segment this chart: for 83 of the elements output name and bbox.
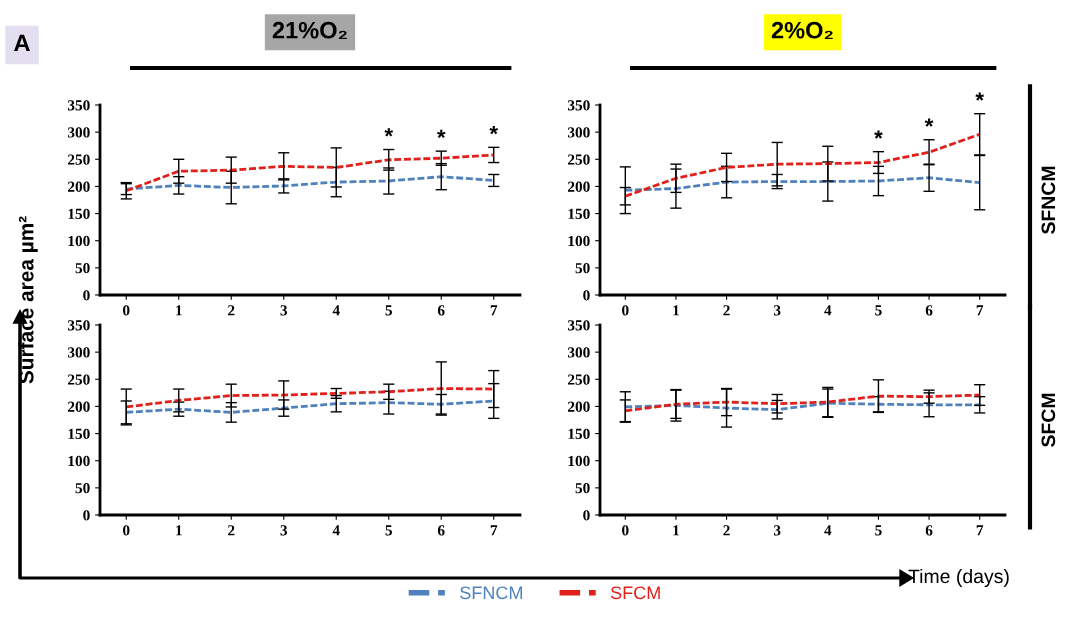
y-tick-label: 100 bbox=[68, 235, 90, 247]
y-tick-label: 300 bbox=[67, 347, 90, 358]
chart-title: 2%O₂ bbox=[771, 21, 833, 40]
x-tick-label: 1 bbox=[673, 305, 679, 316]
y-tick-label: 300 bbox=[567, 347, 590, 358]
x-tick-label: 3 bbox=[773, 305, 781, 316]
x-tick-label: 2 bbox=[723, 305, 730, 316]
line-series bbox=[623, 401, 982, 412]
y-tick-label: 50 bbox=[575, 483, 590, 494]
x-tick-label: 7 bbox=[490, 305, 498, 316]
legend-label: SFCM bbox=[610, 586, 660, 600]
annotation: * bbox=[489, 126, 499, 135]
x-tick-label: 6 bbox=[437, 305, 445, 316]
x-tick-label: 6 bbox=[437, 525, 445, 536]
y-tick-label: 350 bbox=[567, 100, 590, 111]
annotation: * bbox=[975, 92, 984, 101]
line-series bbox=[623, 132, 982, 198]
annotation: * bbox=[436, 129, 446, 139]
y-tick-label: 350 bbox=[67, 100, 90, 111]
y-tick-label: 250 bbox=[568, 374, 590, 385]
x-tick-label: 2 bbox=[228, 525, 235, 536]
x-tick-label: 2 bbox=[723, 525, 730, 536]
x-tick-label: 5 bbox=[385, 305, 393, 316]
y-tick-label: 250 bbox=[68, 374, 90, 385]
x-tick-label: 1 bbox=[673, 525, 679, 536]
annotation: * bbox=[874, 130, 883, 139]
y-tick-label: 50 bbox=[575, 263, 590, 274]
x-tick-label: 3 bbox=[773, 525, 781, 536]
x-tick-label: 4 bbox=[824, 305, 832, 316]
y-tick-label: 350 bbox=[567, 320, 590, 331]
y-tick-label: 200 bbox=[568, 401, 590, 412]
y-tick-label: 50 bbox=[75, 483, 90, 494]
annotation: * bbox=[924, 118, 934, 127]
y-tick-label: 150 bbox=[568, 208, 590, 220]
y-tick-label: 200 bbox=[68, 181, 90, 192]
x-tick-label: 3 bbox=[280, 525, 288, 536]
y-tick-label: 0 bbox=[83, 290, 90, 301]
y-tick-label: 150 bbox=[568, 428, 590, 440]
x-tick-label: 1 bbox=[176, 525, 182, 536]
x-tick-label: 0 bbox=[622, 305, 629, 316]
x-tick-label: 2 bbox=[228, 305, 235, 316]
y-tick-label: 0 bbox=[83, 510, 90, 521]
y-tick-label: 200 bbox=[68, 401, 90, 412]
y-tick-label: 0 bbox=[583, 290, 590, 301]
x-axis-title: Time (days) bbox=[908, 568, 1009, 588]
x-tick-label: 5 bbox=[385, 525, 393, 536]
x-tick-label: 6 bbox=[925, 525, 933, 536]
y-tick-label: 50 bbox=[75, 263, 90, 274]
line-series bbox=[124, 153, 496, 193]
y-tick-label: 0 bbox=[583, 510, 590, 521]
text: A bbox=[14, 34, 30, 52]
y-tick-label: 150 bbox=[68, 208, 90, 220]
x-tick-label: 0 bbox=[622, 525, 629, 536]
x-tick-label: 4 bbox=[824, 525, 832, 536]
x-tick-label: 4 bbox=[332, 525, 340, 536]
x-tick-label: 4 bbox=[332, 305, 340, 316]
y-tick-label: 300 bbox=[567, 127, 590, 138]
x-tick-label: 0 bbox=[123, 525, 130, 536]
x-tick-label: 5 bbox=[875, 305, 882, 316]
y-tick-label: 100 bbox=[68, 455, 90, 467]
x-tick-label: 7 bbox=[976, 525, 984, 536]
x-tick-label: 5 bbox=[875, 525, 882, 536]
y-tick-label: 300 bbox=[67, 127, 90, 138]
x-tick-label: 7 bbox=[490, 525, 498, 536]
x-tick-label: 1 bbox=[176, 305, 182, 316]
line-series bbox=[623, 176, 982, 192]
chart-title: 21%O₂ bbox=[272, 21, 347, 40]
text: SFNCM bbox=[1041, 166, 1056, 235]
line-series bbox=[623, 393, 982, 413]
annotation: * bbox=[384, 128, 394, 137]
y-tick-label: 200 bbox=[568, 181, 590, 192]
y-tick-label: 350 bbox=[67, 320, 90, 331]
legend-label: SFNCM bbox=[460, 586, 522, 600]
x-tick-label: 6 bbox=[925, 305, 933, 316]
x-tick-label: 0 bbox=[123, 305, 130, 316]
y-tick-label: 100 bbox=[568, 235, 590, 247]
y-tick-label: 250 bbox=[568, 154, 590, 165]
y-tick-label: 100 bbox=[568, 455, 590, 467]
x-tick-label: 3 bbox=[280, 305, 288, 316]
text: SFCM bbox=[1041, 393, 1056, 447]
y-tick-label: 250 bbox=[68, 154, 90, 165]
y-tick-label: 150 bbox=[68, 428, 90, 440]
x-tick-label: 7 bbox=[976, 305, 984, 316]
